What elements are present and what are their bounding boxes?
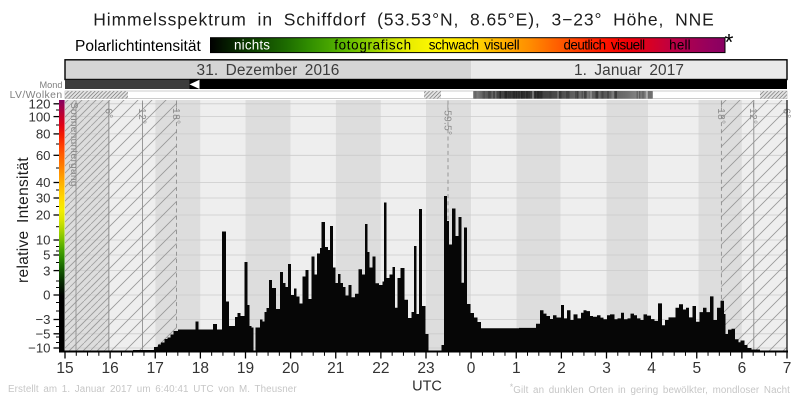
- svg-text:Himmelsspektrum in Schiffdorf: Himmelsspektrum in Schiffdorf (53.53°N, …: [93, 10, 714, 30]
- svg-text:22: 22: [372, 360, 389, 377]
- svg-text:3: 3: [602, 360, 611, 377]
- svg-text:6: 6: [738, 360, 747, 377]
- svg-text:31. Dezember 2016: 31. Dezember 2016: [197, 62, 340, 79]
- svg-text:5: 5: [692, 360, 701, 377]
- svg-text:23: 23: [417, 360, 434, 377]
- svg-text:deutlich visuell: deutlich visuell: [563, 38, 645, 53]
- svg-text:0: 0: [467, 360, 476, 377]
- svg-text:19: 19: [237, 360, 254, 377]
- svg-text:−18°: −18°: [170, 102, 181, 124]
- svg-text:3: 3: [43, 263, 50, 278]
- svg-text:UTC: UTC: [412, 379, 442, 395]
- svg-text:−5: −5: [35, 327, 50, 342]
- svg-text:1. Januar 2017: 1. Januar 2017: [574, 62, 684, 79]
- svg-text:Sonnenuntergang: Sonnenuntergang: [68, 102, 79, 187]
- svg-text:−3: −3: [35, 312, 50, 327]
- svg-text:fotografisch: fotografisch: [334, 38, 412, 53]
- svg-text:1: 1: [512, 360, 521, 377]
- svg-text:40: 40: [36, 175, 51, 190]
- svg-text:60: 60: [36, 148, 51, 163]
- svg-text:4: 4: [647, 360, 656, 377]
- svg-text:10: 10: [36, 233, 51, 248]
- svg-text:15: 15: [56, 360, 73, 377]
- svg-text:20: 20: [36, 208, 51, 223]
- svg-text:120: 120: [28, 97, 50, 112]
- svg-text:−12°: −12°: [747, 102, 758, 124]
- svg-text:Erstellt am 1. Januar 2017 um: Erstellt am 1. Januar 2017 um 6:40:41 UT…: [8, 384, 297, 395]
- svg-text:17: 17: [147, 360, 164, 377]
- svg-text:schwach visuell: schwach visuell: [429, 38, 520, 53]
- svg-text:2: 2: [557, 360, 566, 377]
- svg-text:Polarlichtintensität: Polarlichtintensität: [75, 38, 201, 55]
- svg-text:−59.5°: −59.5°: [441, 104, 452, 135]
- svg-text:*Gilt an dunklen Orten in geri: *Gilt an dunklen Orten in gering bewölkt…: [510, 382, 790, 396]
- svg-text:0: 0: [43, 288, 50, 303]
- svg-text:20: 20: [282, 360, 300, 377]
- svg-text:21: 21: [327, 360, 344, 377]
- svg-text:30: 30: [36, 191, 51, 206]
- svg-text:18: 18: [192, 360, 209, 377]
- svg-text:−18°: −18°: [715, 102, 726, 124]
- svg-text:Mond: Mond: [40, 80, 63, 90]
- svg-text:*: *: [725, 29, 734, 55]
- svg-text:−10: −10: [28, 341, 50, 356]
- svg-text:7: 7: [783, 360, 792, 377]
- svg-text:16: 16: [101, 360, 118, 377]
- svg-text:5: 5: [43, 248, 50, 263]
- svg-text:80: 80: [36, 127, 51, 142]
- svg-text:relative Intensität: relative Intensität: [15, 157, 32, 283]
- svg-text:100: 100: [28, 109, 50, 124]
- svg-text:−6°: −6°: [102, 102, 113, 118]
- svg-text:hell: hell: [669, 38, 691, 53]
- svg-text:LV/Wolken: LV/Wolken: [10, 90, 63, 101]
- svg-text:nichts: nichts: [234, 38, 270, 53]
- svg-text:−6°: −6°: [781, 102, 792, 118]
- svg-text:−12°: −12°: [136, 102, 147, 124]
